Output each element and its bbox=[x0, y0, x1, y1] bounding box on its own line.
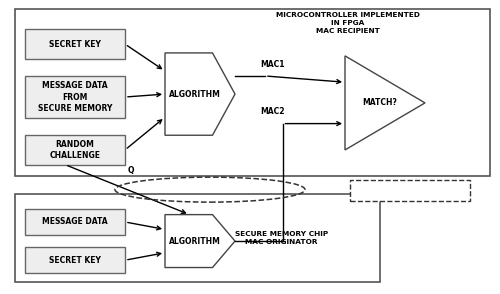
Polygon shape bbox=[165, 215, 235, 268]
Polygon shape bbox=[165, 53, 235, 135]
Bar bbox=[15, 194, 380, 282]
Text: ALGORITHM: ALGORITHM bbox=[169, 90, 221, 98]
Bar bbox=[25, 247, 125, 273]
Bar bbox=[350, 180, 470, 201]
Bar bbox=[25, 29, 125, 59]
Text: SECURE MEMORY CHIP
MAC ORIGINATOR: SECURE MEMORY CHIP MAC ORIGINATOR bbox=[235, 231, 328, 245]
Text: MAC2: MAC2 bbox=[260, 107, 284, 116]
Bar bbox=[25, 76, 125, 118]
Text: MATCH?: MATCH? bbox=[362, 98, 398, 107]
Text: SECRET KEY: SECRET KEY bbox=[49, 40, 101, 49]
Bar bbox=[15, 9, 490, 176]
Text: MAC1: MAC1 bbox=[260, 60, 284, 69]
Text: MESSAGE DATA
FROM
SECURE MEMORY: MESSAGE DATA FROM SECURE MEMORY bbox=[38, 81, 112, 113]
Text: ALGORITHM: ALGORITHM bbox=[169, 237, 221, 245]
Text: 1-Wire® INTERFACE: 1-Wire® INTERFACE bbox=[371, 188, 449, 194]
Bar bbox=[25, 209, 125, 235]
Text: MICROCONTROLLER IMPLEMENTED
IN FPGA
MAC RECIPIENT: MICROCONTROLLER IMPLEMENTED IN FPGA MAC … bbox=[276, 12, 420, 34]
Text: RANDOM
CHALLENGE: RANDOM CHALLENGE bbox=[50, 140, 100, 160]
Bar bbox=[25, 135, 125, 165]
Text: SECRET KEY: SECRET KEY bbox=[49, 256, 101, 265]
Polygon shape bbox=[345, 56, 425, 150]
Text: MESSAGE DATA: MESSAGE DATA bbox=[42, 218, 108, 226]
Text: Q: Q bbox=[128, 166, 134, 175]
